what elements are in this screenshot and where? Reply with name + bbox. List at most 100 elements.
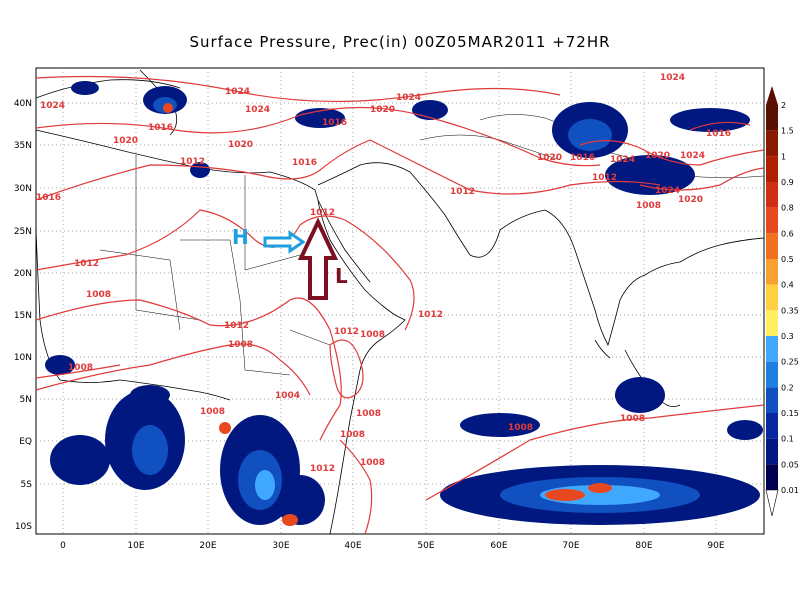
colorbar-label: 0.15 <box>781 409 799 418</box>
isobar-label: 1008 <box>620 414 645 424</box>
isobar-label: 1012 <box>180 157 205 167</box>
colorbar-swatches <box>766 105 778 490</box>
colorbar-bottom-cap <box>765 489 779 517</box>
lat-label: EQ <box>19 437 32 447</box>
colorbar-label: 0.6 <box>781 229 794 238</box>
latitude-axis: 40N 35N 30N 25N 20N 15N 10N 5N EQ 5S 10S <box>14 99 32 532</box>
colorbar-swatch <box>766 259 778 285</box>
isobar-label: 1016 <box>148 123 173 133</box>
lat-label: 40N <box>14 99 32 109</box>
lat-label: 15N <box>14 311 32 321</box>
isobar-label: 1008 <box>200 407 225 417</box>
colorbar-label: 2 <box>781 101 786 110</box>
colorbar-swatch <box>766 284 778 311</box>
isobar-label: 1020 <box>645 151 670 161</box>
lat-label: 35N <box>14 141 32 151</box>
isobar-label: 1016 <box>322 118 347 128</box>
isobar-labels: 1024 1016 1020 1024 1024 1020 1012 1016 … <box>36 73 731 474</box>
isobar-label: 1008 <box>228 340 253 350</box>
precipitation-field <box>45 81 763 526</box>
colorbar-label: 0.05 <box>781 460 799 469</box>
lon-label: 10E <box>127 541 144 551</box>
colorbar-label: 1 <box>781 152 786 161</box>
isobar-label: 1024 <box>655 186 680 196</box>
colorbar-swatch <box>766 130 778 157</box>
isobar-label: 1020 <box>228 140 253 150</box>
lat-label: 25N <box>14 227 32 237</box>
lon-label: 20E <box>199 541 216 551</box>
isobar-label: 1016 <box>292 158 317 168</box>
colorbar-top-cap <box>766 86 778 105</box>
colorbar-label: 0.4 <box>781 281 794 290</box>
colorbar-label: 1.5 <box>781 127 794 136</box>
lat-label: 30N <box>14 184 32 194</box>
isobar-label: 1016 <box>570 153 595 163</box>
colorbar-swatch <box>766 336 778 362</box>
longitude-axis: 0 10E 20E 30E 40E 50E 60E 70E 80E 90E <box>60 541 725 551</box>
isobar-label: 1008 <box>360 458 385 468</box>
isobar-label: 1020 <box>370 105 395 115</box>
isobar-label: 1008 <box>360 330 385 340</box>
lon-label: 40E <box>344 541 361 551</box>
high-label: H <box>232 225 249 249</box>
isobar-label: 1008 <box>68 363 93 373</box>
colorbar-swatch <box>766 105 778 131</box>
lon-label: 60E <box>490 541 507 551</box>
colorbar-swatch <box>766 310 778 336</box>
isobar-label: 1012 <box>310 208 335 218</box>
isobars <box>35 75 765 535</box>
isobar-label: 1012 <box>418 310 443 320</box>
isobar-label: 1012 <box>310 464 335 474</box>
colorbar-label: 0.01 <box>781 486 799 495</box>
isobar-label: 1024 <box>396 93 421 103</box>
isobar-label: 1024 <box>40 101 65 111</box>
colorbar-swatch <box>766 182 778 208</box>
isobar-label: 1020 <box>678 195 703 205</box>
lat-label: 20N <box>14 269 32 279</box>
colorbar-swatch <box>766 361 778 388</box>
isobar-label: 1024 <box>245 105 270 115</box>
isobar-label: 1012 <box>334 327 359 337</box>
colorbar-swatch <box>766 464 778 490</box>
isobar-label: 1008 <box>356 409 381 419</box>
isobar-label: 1012 <box>224 321 249 331</box>
colorbar-label: 0.3 <box>781 332 794 341</box>
isobar-label: 1024 <box>225 87 250 97</box>
colorbar-label: 0.8 <box>781 204 794 213</box>
lon-label: 70E <box>562 541 579 551</box>
isobar-label: 1008 <box>508 423 533 433</box>
lat-label: 10S <box>15 522 32 532</box>
isobar-label: 1020 <box>537 153 562 163</box>
colorbar-label: 0.9 <box>781 178 794 187</box>
colorbar-swatch <box>766 438 778 465</box>
isobar-label: 1012 <box>450 187 475 197</box>
lon-label: 30E <box>272 541 289 551</box>
colorbar-swatch <box>766 156 778 182</box>
isobar-label: 1016 <box>36 193 61 203</box>
isobar-label: 1020 <box>113 136 138 146</box>
arrow-up-icon <box>297 217 339 300</box>
lon-label: 0 <box>60 541 66 551</box>
isobar-label: 1012 <box>74 259 99 269</box>
high-pressure-marker: H <box>232 225 306 254</box>
lon-label: 90E <box>707 541 724 551</box>
colorbar-label: 0.35 <box>781 306 799 315</box>
low-pressure-marker: L <box>297 217 348 300</box>
low-label: L <box>335 264 348 288</box>
isobar-label: 1024 <box>660 73 685 83</box>
colorbar-swatch <box>766 387 778 413</box>
colorbar-label: 0.25 <box>781 358 799 367</box>
colorbar-swatch <box>766 413 778 439</box>
lat-label: 5S <box>21 480 33 490</box>
isobar-label: 1016 <box>706 129 731 139</box>
map-title: Surface Pressure, Prec(in) 00Z05MAR2011 … <box>189 33 611 51</box>
colorbar-label: 0.5 <box>781 255 794 264</box>
isobar-label: 1004 <box>275 391 300 401</box>
colorbar-label: 0.1 <box>781 435 794 444</box>
colorbar-swatch <box>766 233 778 259</box>
arrow-right-icon <box>263 230 306 254</box>
isobar-label: 1008 <box>86 290 111 300</box>
isobar-label: 1008 <box>636 201 661 211</box>
lat-label: 5N <box>20 395 32 405</box>
